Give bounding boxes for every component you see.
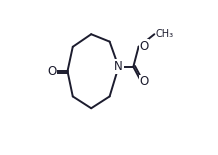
Text: N: N: [114, 60, 123, 73]
Text: O: O: [139, 75, 148, 88]
Text: O: O: [47, 65, 56, 78]
Text: O: O: [139, 40, 148, 53]
Text: CH₃: CH₃: [155, 29, 173, 39]
